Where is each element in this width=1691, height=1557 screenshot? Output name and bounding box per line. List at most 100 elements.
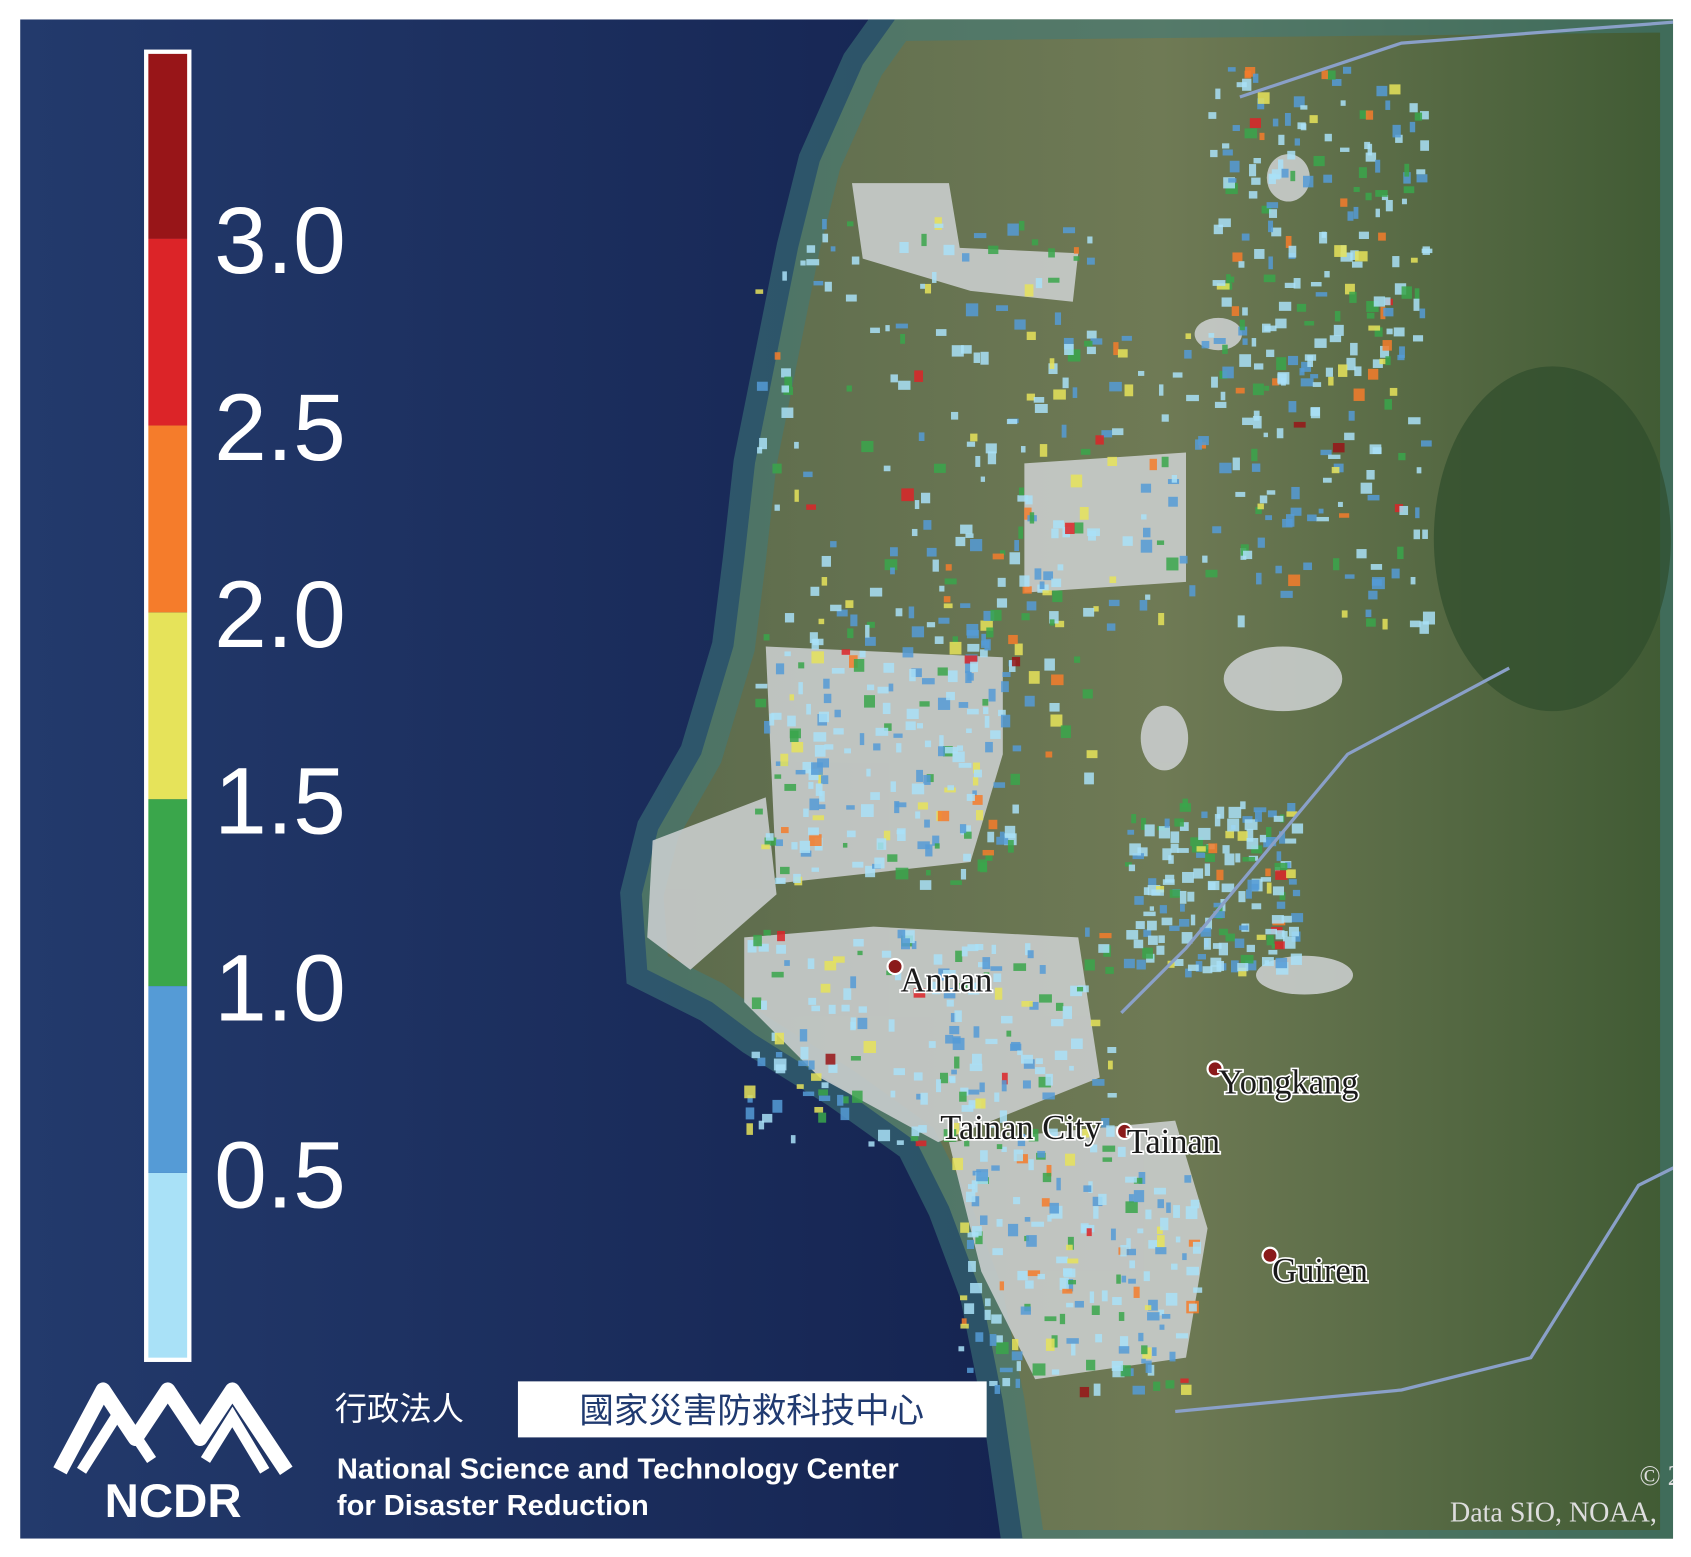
place-label: Tainan [1127, 1123, 1220, 1161]
pixel [1278, 301, 1292, 311]
pixel [895, 970, 902, 981]
pixel [1152, 1347, 1157, 1356]
pixel [937, 667, 948, 676]
pixel [1051, 674, 1064, 686]
pixel [803, 471, 813, 478]
pixel [811, 639, 819, 650]
pixel [1193, 868, 1204, 879]
pixel [813, 280, 824, 286]
pixel [934, 223, 944, 228]
pixel [948, 1075, 956, 1082]
pixel [1018, 487, 1025, 496]
pixel [1155, 885, 1165, 893]
map-area: Annan Yongkang Tainan City Tainan Guiren © 2… [20, 19, 1674, 1539]
pixel [966, 441, 976, 447]
pixel [1148, 1299, 1158, 1311]
pixel [825, 1053, 836, 1065]
pixel [986, 627, 994, 638]
pixel [973, 762, 981, 774]
pixel [799, 1029, 808, 1042]
pixel [984, 1298, 991, 1307]
pixel [979, 1082, 985, 1093]
pixel [980, 351, 989, 365]
pixel [873, 743, 881, 751]
pixel [764, 837, 777, 846]
pixel [810, 586, 820, 596]
land [620, 19, 1674, 1539]
pixel [1079, 507, 1089, 520]
pixel [1401, 198, 1407, 205]
pixel [828, 1004, 836, 1014]
pixel [884, 559, 898, 571]
pixel [1213, 224, 1223, 235]
pixel [1202, 966, 1213, 974]
pixel [744, 1085, 756, 1099]
pixel [787, 715, 796, 727]
pixel [960, 1295, 968, 1301]
pixel [1403, 186, 1415, 194]
place-marker [1261, 1246, 1279, 1264]
zone [851, 183, 1079, 302]
pixel [1145, 1360, 1152, 1373]
pixel [994, 1092, 1000, 1102]
pixel [798, 662, 805, 669]
zone [1223, 646, 1343, 712]
pixel [1370, 564, 1383, 570]
pixel [1225, 183, 1238, 195]
pixel [976, 1169, 989, 1182]
pixel [807, 958, 815, 970]
pixel [905, 721, 916, 731]
attribution: Data SIO, NOAA, [1450, 1497, 1657, 1528]
pixel [1389, 387, 1398, 396]
pixel [1139, 600, 1148, 611]
pixel [1288, 879, 1297, 885]
pixel [1240, 954, 1254, 964]
pixel [800, 850, 812, 857]
pixel [1095, 1334, 1103, 1343]
pixel [1025, 1280, 1034, 1289]
pixel [1374, 327, 1383, 337]
pixel [919, 880, 932, 890]
pixel [771, 1032, 777, 1042]
pixel [933, 954, 943, 965]
pixel [1416, 467, 1422, 474]
pixel [834, 709, 841, 718]
pixel [1107, 1060, 1113, 1070]
pixel [806, 259, 820, 266]
pixel [1265, 836, 1277, 847]
pixel [1239, 319, 1245, 331]
pixel [1347, 211, 1354, 221]
pixel [1284, 112, 1291, 126]
pixel [1325, 367, 1334, 377]
pixel [846, 221, 854, 227]
pixel [1198, 442, 1207, 449]
pixel [1391, 568, 1400, 579]
pixel [1214, 401, 1227, 408]
pixel [958, 702, 969, 708]
pixel [988, 245, 999, 255]
pixel [966, 623, 979, 636]
pixel [996, 598, 1008, 608]
pixel [1286, 811, 1298, 817]
pixel [1204, 863, 1211, 876]
pixel [1174, 959, 1184, 967]
pixel [819, 791, 825, 802]
pixel [1141, 817, 1147, 830]
pixel [1366, 301, 1379, 312]
pixel [1051, 1019, 1064, 1027]
pixel [1182, 798, 1188, 808]
pixel [1157, 1235, 1165, 1248]
pixel [815, 783, 823, 796]
pixel [1125, 1176, 1137, 1183]
pixel [1186, 394, 1199, 402]
pixel [1287, 802, 1296, 812]
pixel [990, 609, 1002, 621]
pixel [996, 1144, 1003, 1150]
pixel [1272, 886, 1285, 896]
pixel [1379, 358, 1386, 365]
pixel [895, 323, 908, 329]
pixel [1048, 1128, 1058, 1139]
pixel [808, 1060, 815, 1070]
pixel [762, 1113, 773, 1123]
pixel [1066, 1244, 1073, 1251]
